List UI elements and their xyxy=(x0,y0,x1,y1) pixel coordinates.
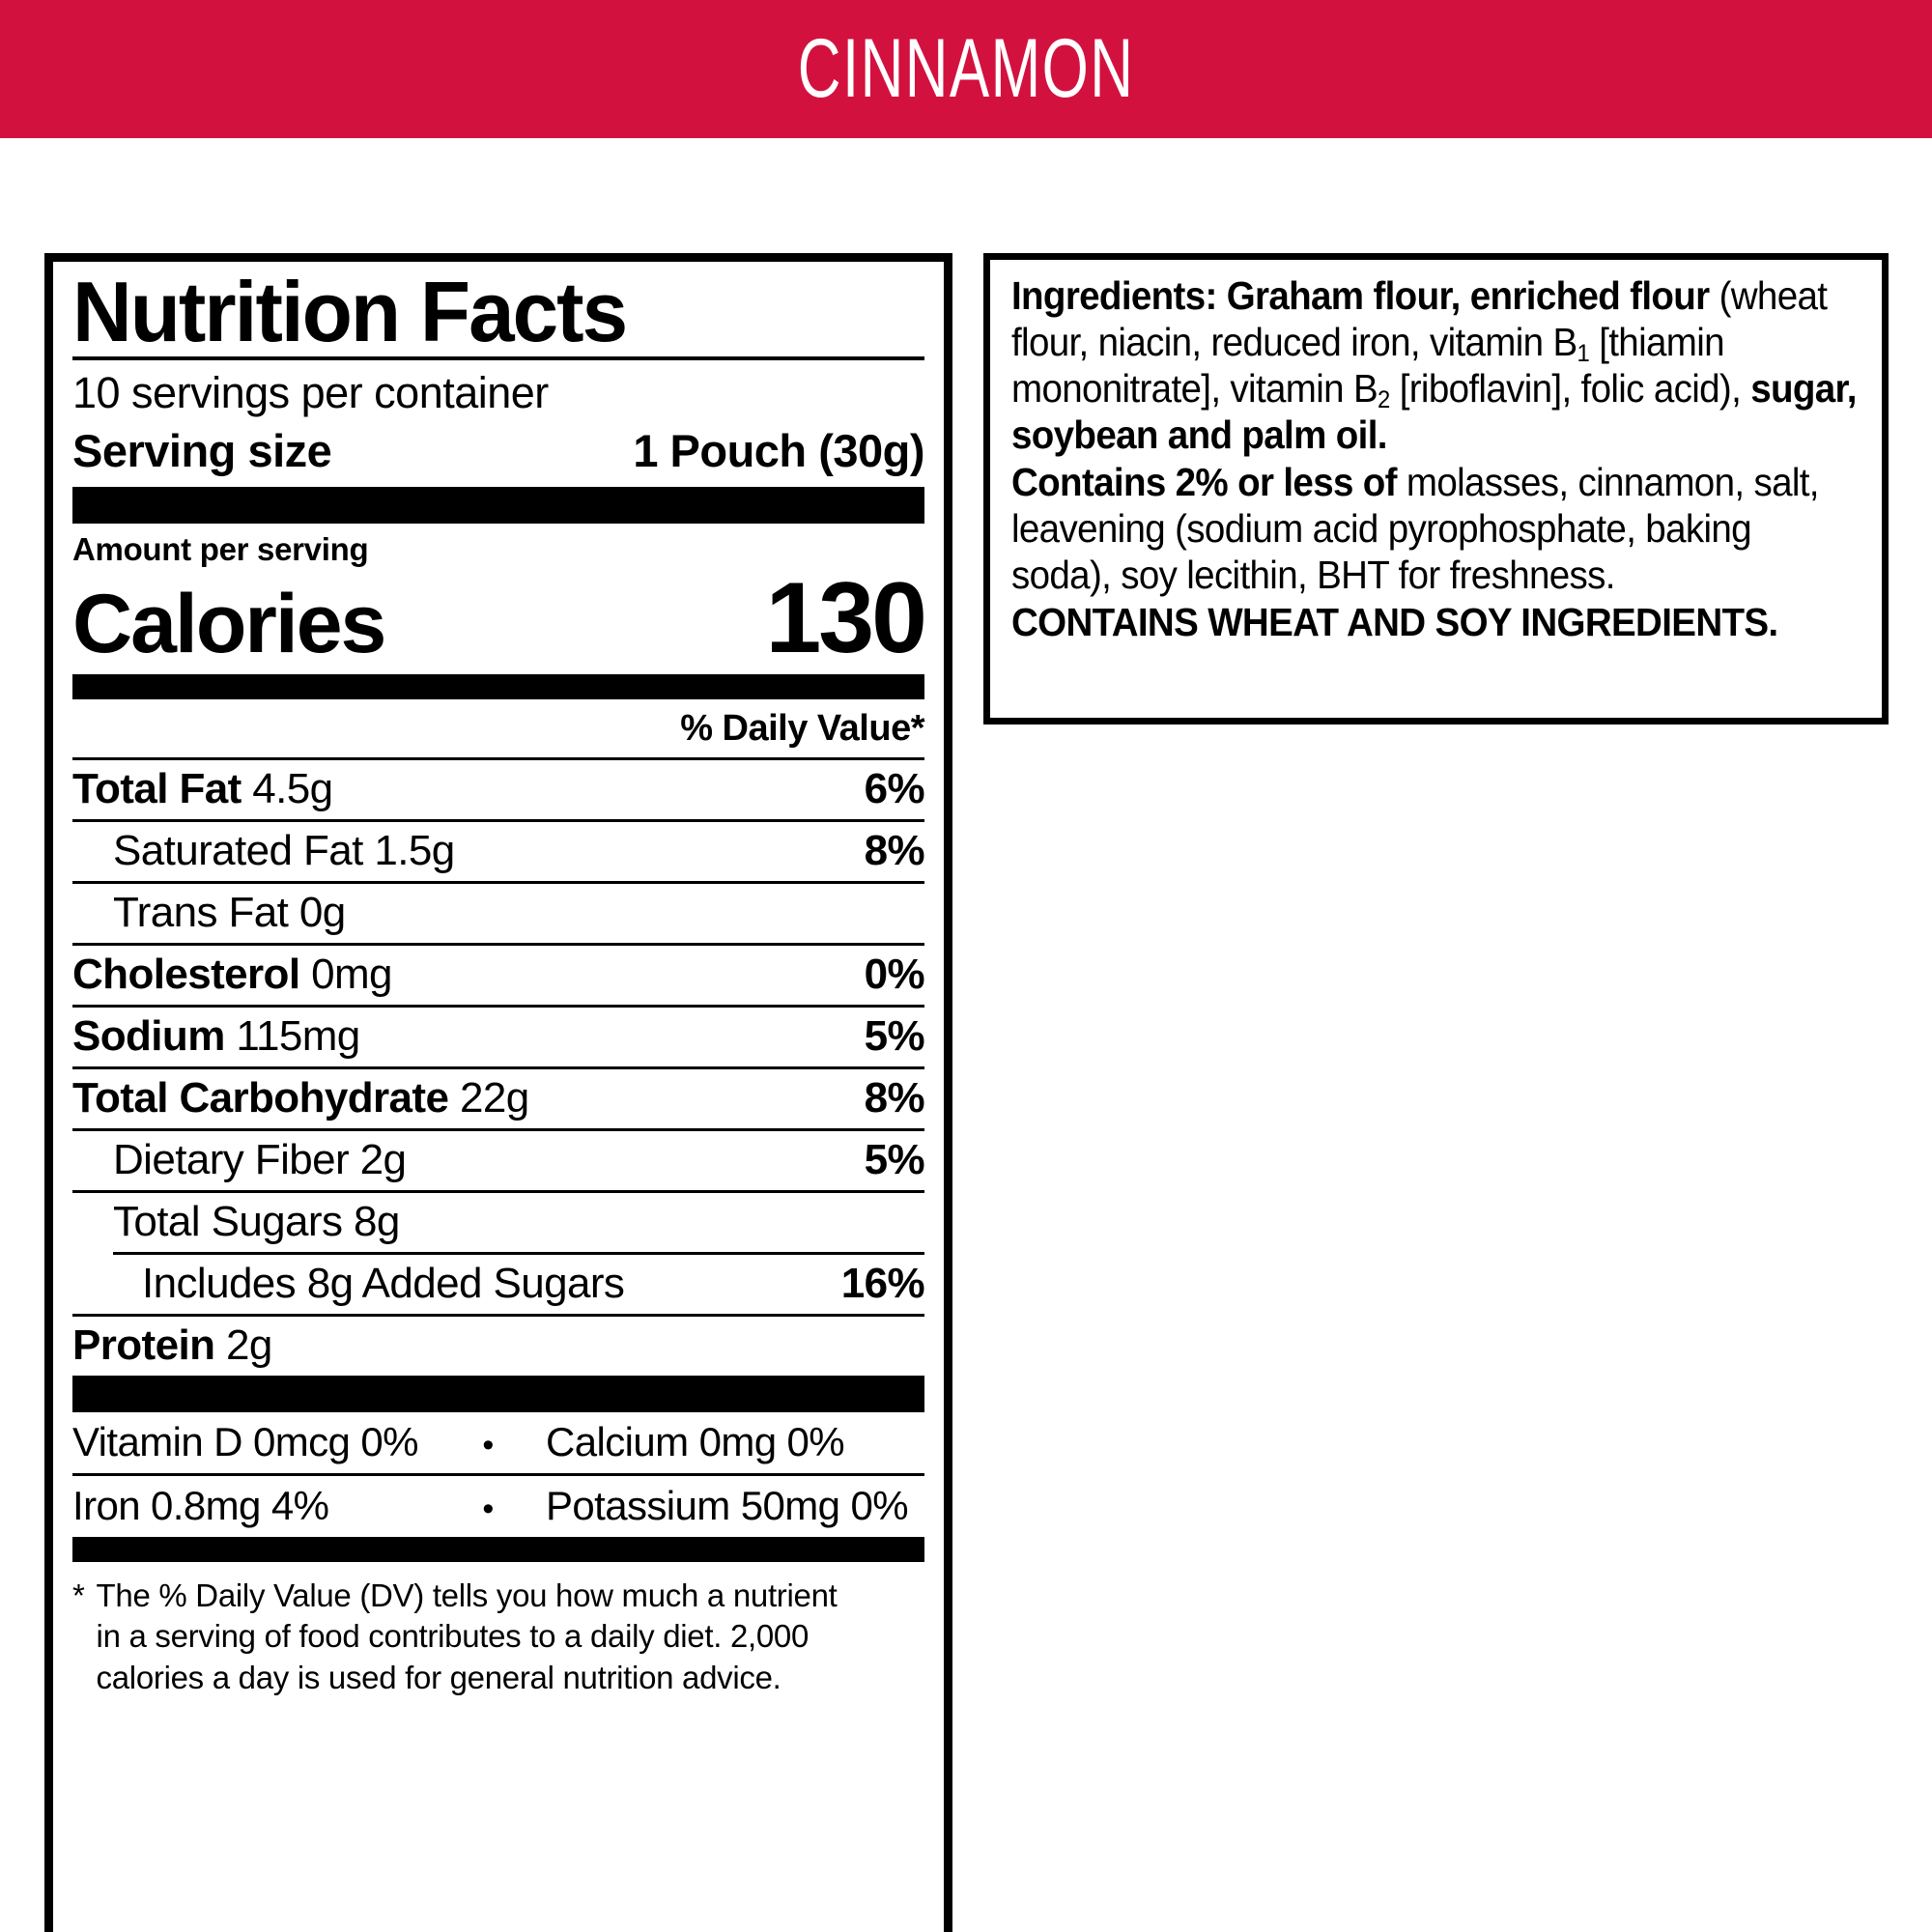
nutrient-name-bold: Total Fat xyxy=(72,764,242,812)
nutrient-name: Dietary Fiber 2g xyxy=(113,1135,407,1183)
product-flavor-banner: CINNAMON xyxy=(0,0,1932,138)
micronutrient-separator-dot-icon: • xyxy=(482,1490,494,1527)
ingredients-enriched-detail: (wheat flour, niacin, reduced iron, vita… xyxy=(1011,273,1828,364)
ingredients-lead-bold: Ingredients: Graham flour, enriched flou… xyxy=(1011,273,1710,318)
nutrient-row: Protein 2g xyxy=(72,1317,924,1376)
nutrient-row: Dietary Fiber 2g 5% xyxy=(72,1131,925,1190)
ingredients-text-block: Ingredients: Graham flour, enriched flou… xyxy=(1011,273,1858,646)
contains-two-percent-bold: Contains 2% or less of xyxy=(1011,459,1398,504)
daily-value-footnote: * The % Daily Value (DV) tells you how m… xyxy=(72,1562,924,1700)
ingredients-oils-bold: sugar, soybean and palm oil. xyxy=(1011,365,1857,457)
nutrient-row: Total Carbohydrate 22g 8% xyxy=(72,1069,925,1128)
nutrient-name: Total Fat 4.5g xyxy=(72,764,333,812)
nutrient-row: Saturated Fat 1.5g 8% xyxy=(72,822,925,881)
calories-label: Calories xyxy=(72,577,386,670)
nutrient-name: Total Carbohydrate 22g xyxy=(72,1073,529,1122)
nutrient-name: Protein 2g xyxy=(72,1321,272,1369)
divider-under-title xyxy=(72,355,924,360)
micronutrient-row: Vitamin D 0mcg 0% • Calcium 0mg 0% xyxy=(72,1412,924,1473)
footnote-marker: * xyxy=(72,1577,85,1613)
nutrient-name-bold: Protein xyxy=(72,1321,215,1369)
micronutrient-right: Potassium 50mg 0% xyxy=(546,1482,909,1528)
nutrition-facts-panel: Nutrition Facts 10 servings per containe… xyxy=(44,253,952,1932)
nutrient-row: Total Sugars 8g xyxy=(72,1193,924,1252)
divider-row xyxy=(72,756,924,760)
nutrient-daily-value: 5% xyxy=(864,1135,925,1183)
micronutrient-row: Iron 0.8mg 4% • Potassium 50mg 0% xyxy=(72,1476,924,1537)
banner-title: CINNAMON xyxy=(797,22,1135,115)
micronutrient-rows-container: Vitamin D 0mcg 0% • Calcium 0mg 0% Iron 0.8… xyxy=(72,1412,924,1537)
micronutrient-left: Vitamin D 0mcg 0% xyxy=(72,1418,418,1464)
ingredients-thiamin-detail: [thiamin mononitrate], vitamin B xyxy=(1011,319,1725,411)
ingredients-riboflavin-detail: [riboflavin], folic acid), xyxy=(1389,365,1751,411)
nutrient-name: Includes 8g Added Sugars xyxy=(142,1259,625,1307)
divider-row xyxy=(72,880,924,884)
thick-bar-above-calories xyxy=(72,486,924,524)
nutrient-name: Sodium 115mg xyxy=(72,1011,360,1060)
nutrient-name-bold: Total Carbohydrate xyxy=(72,1073,449,1122)
micronutrient-left: Iron 0.8mg 4% xyxy=(72,1482,329,1528)
nutrient-daily-value: 16% xyxy=(840,1259,925,1307)
ingredients-statement: Ingredients: Graham flour, enriched flou… xyxy=(1011,273,1858,459)
allergen-text: CONTAINS WHEAT AND SOY INGREDIENTS. xyxy=(1011,599,1778,644)
nutrient-name-bold: Cholesterol xyxy=(72,950,300,998)
nutrient-name: Saturated Fat 1.5g xyxy=(113,826,455,874)
nutrient-name: Total Sugars 8g xyxy=(113,1197,400,1245)
divider-row xyxy=(72,1189,924,1193)
divider-row xyxy=(72,1065,924,1069)
nutrient-daily-value: 5% xyxy=(864,1011,925,1060)
calories-value: 130 xyxy=(765,561,927,674)
nutrient-row: Includes 8g Added Sugars 16% xyxy=(72,1255,925,1314)
nutrient-row: Cholesterol 0mg 0% xyxy=(72,946,925,1005)
nutrient-name: Trans Fat 0g xyxy=(113,888,346,936)
bar-above-footnote xyxy=(72,1536,924,1562)
thick-bar-under-protein xyxy=(72,1375,924,1412)
nutrient-name: Cholesterol 0mg xyxy=(72,950,392,998)
amount-per-serving-label: Amount per serving xyxy=(72,530,369,567)
nutrient-row: Total Fat 4.5g 6% xyxy=(72,760,925,819)
contains-two-percent-statement: Contains 2% or less of molasses, cinnamo… xyxy=(1011,460,1858,599)
servings-per-container: 10 servings per container xyxy=(72,367,549,417)
calories-row: Calories 130 xyxy=(72,561,927,674)
vitamin-b2-subscript: 2 xyxy=(1378,385,1390,413)
footnote-text: The % Daily Value (DV) tells you how muc… xyxy=(96,1577,838,1696)
label-content-area: Nutrition Facts 10 servings per containe… xyxy=(0,138,1932,1932)
nutrient-row: Sodium 115mg 5% xyxy=(72,1008,925,1066)
nutrient-row: Trans Fat 0g xyxy=(72,884,924,943)
nutrient-name-bold: Sodium xyxy=(72,1011,225,1060)
contains-two-percent-detail: molasses, cinnamon, salt, leavening (sod… xyxy=(1011,459,1820,597)
nutrient-daily-value: 6% xyxy=(864,764,925,812)
divider-indented xyxy=(113,1251,924,1255)
serving-size-row: Serving size 1 Pouch (30g) xyxy=(72,420,924,487)
divider-row xyxy=(72,942,924,946)
nutrient-rows-container: Total Fat 4.5g 6% Saturated Fat 1.5g 8% Tran… xyxy=(72,756,925,1376)
nutrient-daily-value: 8% xyxy=(864,1073,925,1122)
micronutrient-separator-dot-icon: • xyxy=(482,1426,494,1463)
nutrient-daily-value: 8% xyxy=(864,826,925,874)
bar-under-calories xyxy=(72,673,924,699)
daily-value-header: % Daily Value* xyxy=(680,707,924,749)
micronutrient-right: Calcium 0mg 0% xyxy=(546,1418,845,1464)
divider-row xyxy=(72,1127,924,1131)
serving-size-value: 1 Pouch (30g) xyxy=(633,424,924,476)
divider-row xyxy=(72,818,924,822)
vitamin-b1-subscript: 1 xyxy=(1577,339,1590,367)
nutrient-daily-value: 0% xyxy=(864,950,925,998)
nutrition-facts-title: Nutrition Facts xyxy=(72,264,628,359)
serving-size-label: Serving size xyxy=(72,424,332,476)
divider-micronutrient xyxy=(72,1472,924,1476)
divider-row xyxy=(72,1004,924,1008)
ingredients-panel: Ingredients: Graham flour, enriched flou… xyxy=(983,253,1889,724)
divider-row xyxy=(72,1313,924,1317)
allergen-statement: CONTAINS WHEAT AND SOY INGREDIENTS. xyxy=(1011,600,1858,646)
